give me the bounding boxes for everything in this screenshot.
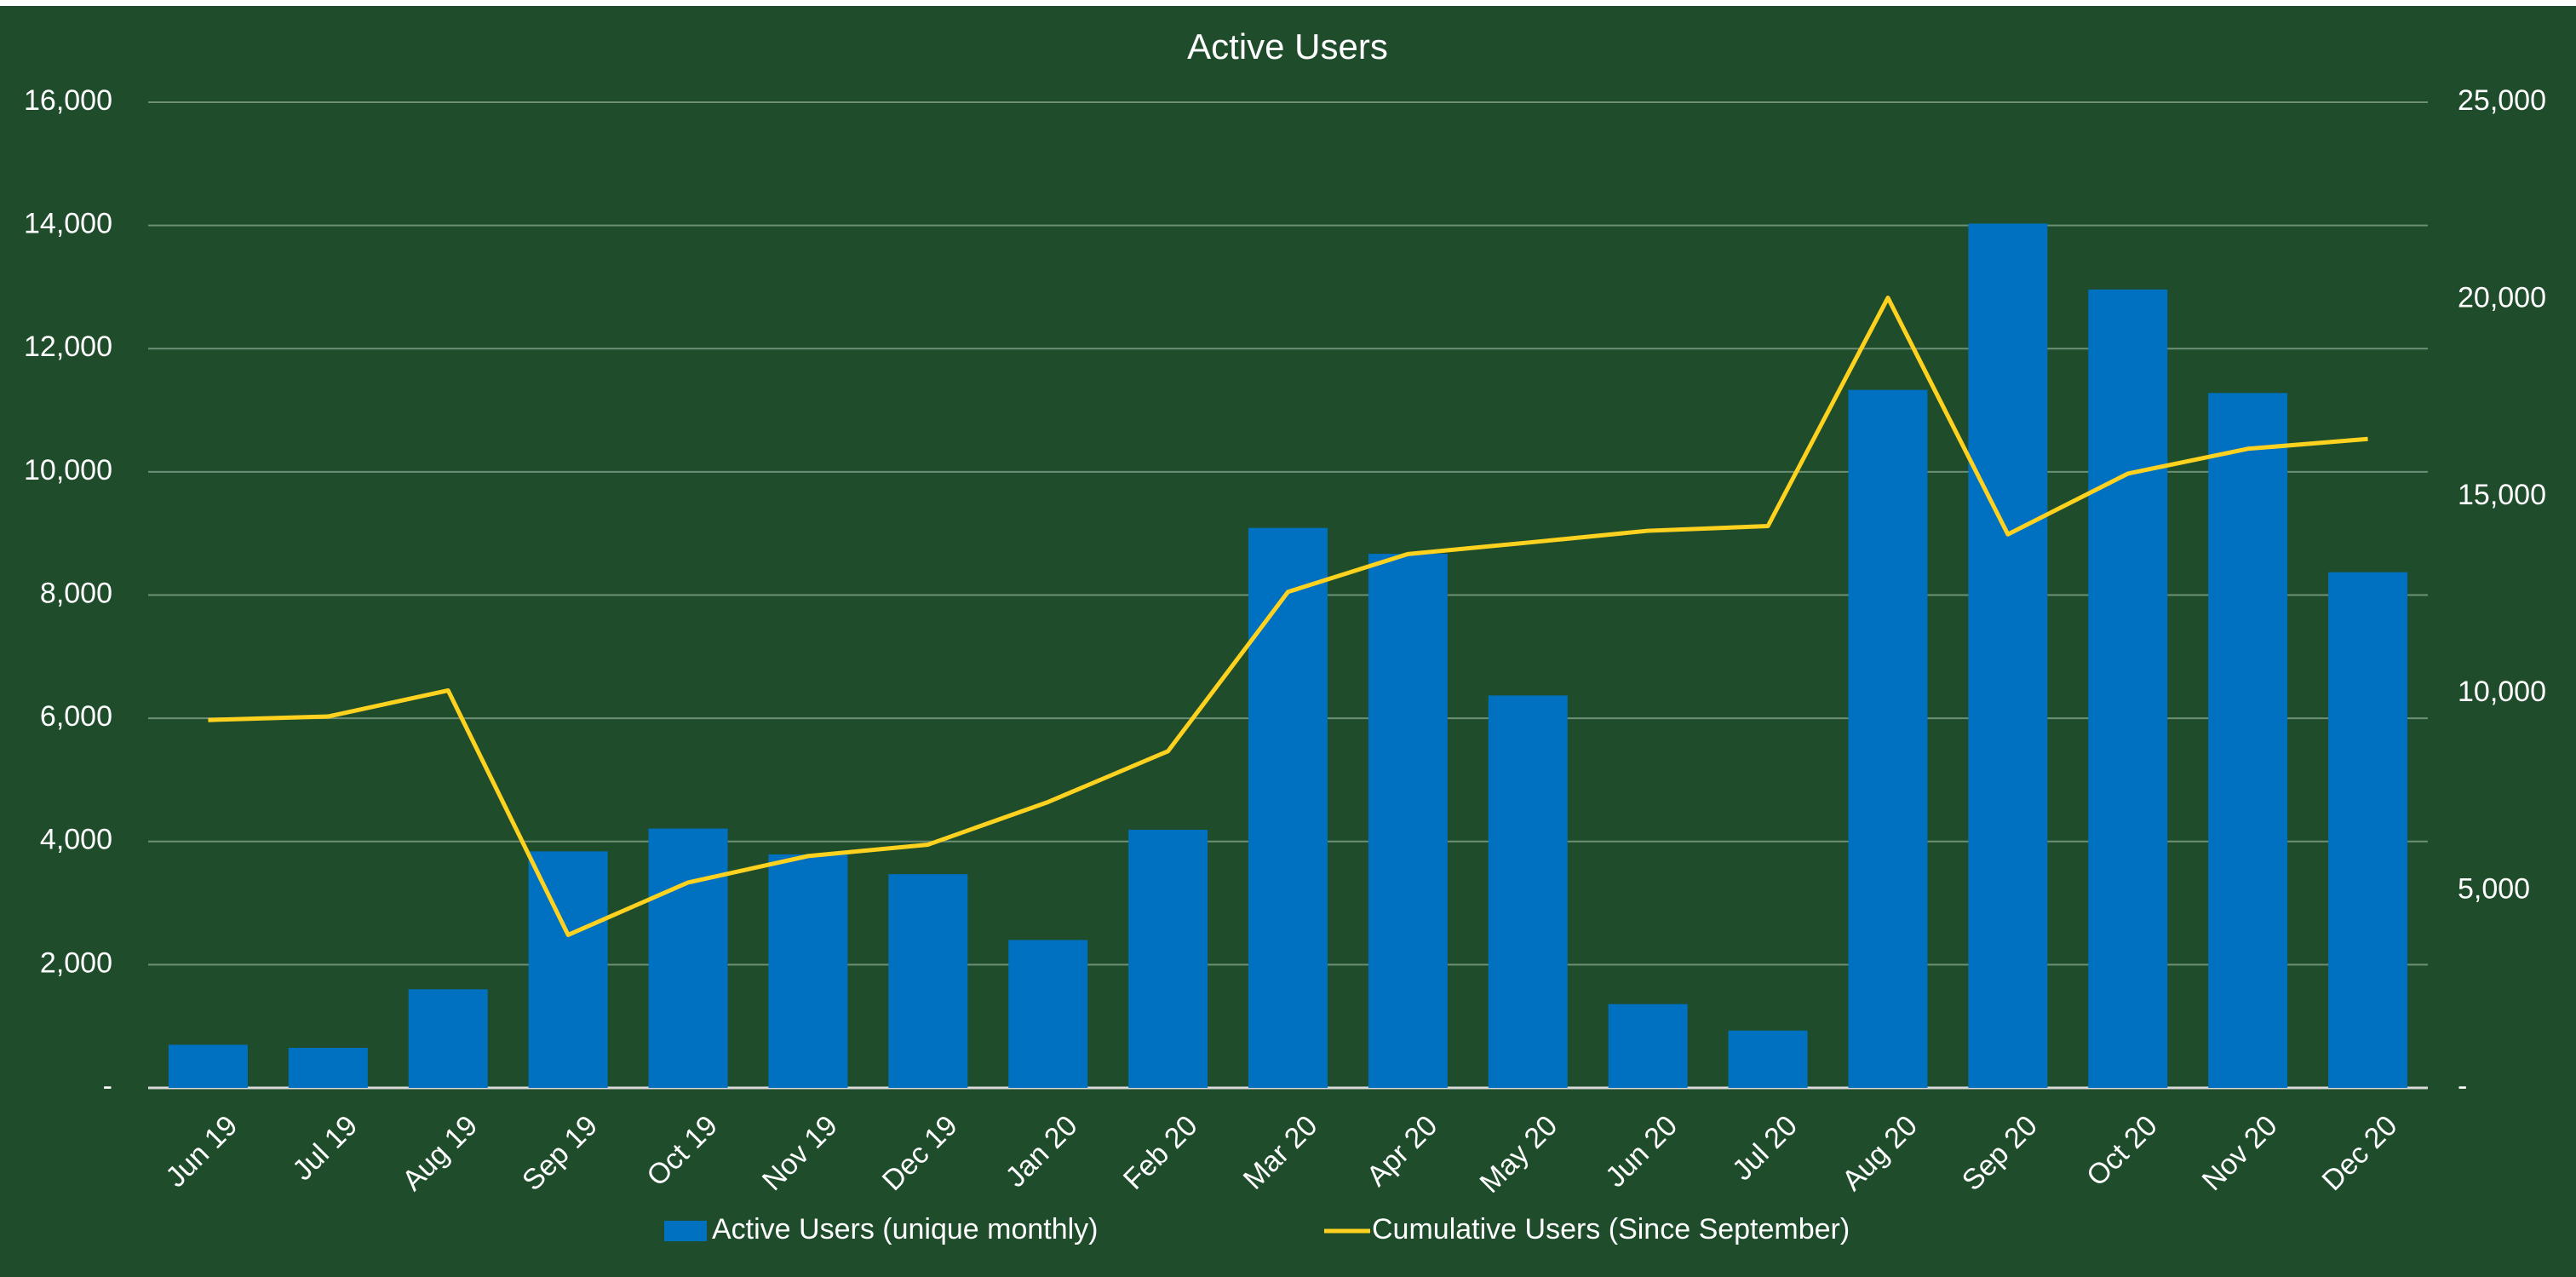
bar: [168, 1044, 248, 1088]
y2-tick-label: 10,000: [2458, 676, 2546, 708]
bar: [1488, 695, 1568, 1088]
bar: [2088, 289, 2168, 1089]
bar: [2208, 393, 2288, 1088]
y-tick-label: 4,000: [40, 824, 112, 856]
chart-title: Active Users: [1187, 26, 1388, 66]
y-tick-label: 16,000: [24, 84, 112, 117]
legend-label: Cumulative Users (Since September): [1372, 1213, 1850, 1245]
y-tick-label: 14,000: [24, 208, 112, 240]
bar: [1128, 830, 1208, 1088]
bar: [1608, 1004, 1688, 1088]
top-border: [0, 0, 2576, 6]
bar: [1008, 940, 1088, 1088]
y-tick-label: -: [103, 1070, 112, 1102]
bar: [2328, 572, 2408, 1088]
legend-swatch: [664, 1221, 707, 1241]
y-tick-label: 8,000: [40, 577, 112, 609]
y2-tick-label: 20,000: [2458, 281, 2546, 313]
y2-tick-label: -: [2458, 1070, 2467, 1102]
bar: [528, 851, 608, 1088]
bar: [1368, 554, 1448, 1088]
bar: [1848, 389, 1928, 1089]
y-tick-label: 12,000: [24, 331, 112, 363]
legend-label: Active Users (unique monthly): [712, 1213, 1099, 1245]
y-tick-label: 10,000: [24, 454, 112, 486]
bar: [768, 854, 848, 1088]
y-tick-label: 2,000: [40, 946, 112, 979]
bar: [1728, 1030, 1808, 1088]
y2-tick-label: 5,000: [2458, 873, 2530, 906]
y2-tick-label: 25,000: [2458, 84, 2546, 117]
y-tick-label: 6,000: [40, 700, 112, 733]
bar: [1968, 223, 2048, 1088]
bar: [1248, 527, 1328, 1088]
bar: [288, 1047, 368, 1088]
bar: [888, 874, 968, 1088]
bar: [648, 828, 728, 1088]
y2-tick-label: 15,000: [2458, 479, 2546, 511]
bar: [408, 989, 488, 1088]
line: [208, 296, 2368, 937]
